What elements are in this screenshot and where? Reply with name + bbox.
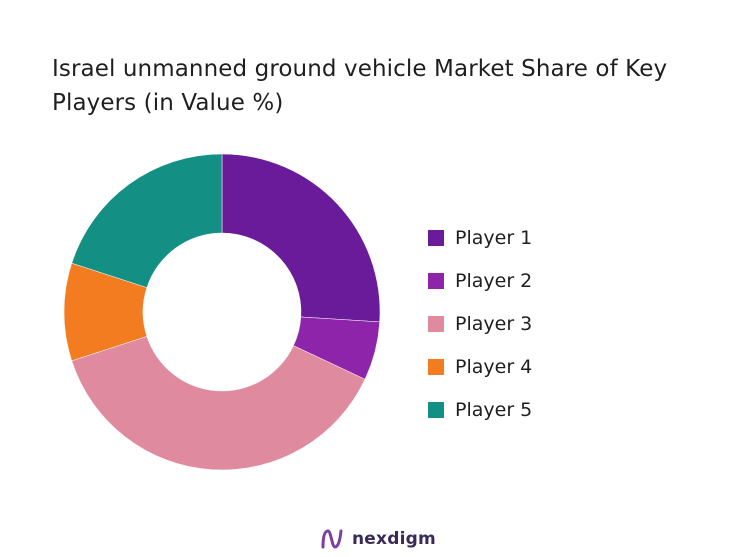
legend-item-player-1: Player 1 [428, 216, 532, 259]
legend-item-player-2: Player 2 [428, 259, 532, 302]
chart-title: Israel unmanned ground vehicle Market Sh… [52, 56, 668, 116]
legend-label: Player 2 [455, 269, 533, 292]
slice-player-5 [71, 153, 223, 288]
brand-name: nexdigm [352, 529, 436, 549]
nexdigm-logo-icon [321, 529, 343, 549]
legend-swatch [428, 358, 444, 375]
legend-label: Player 1 [455, 226, 533, 249]
legend-item-player-5: Player 5 [428, 388, 532, 431]
slice-player-1 [221, 153, 381, 323]
legend: Player 1 Player 2 Player 3 Player 4 Player 5 [428, 216, 532, 431]
legend-swatch [428, 315, 444, 332]
legend-item-player-4: Player 4 [428, 345, 532, 388]
legend-swatch [428, 401, 444, 418]
legend-item-player-3: Player 3 [428, 302, 532, 345]
legend-label: Player 4 [455, 355, 533, 378]
slice-player-3 [71, 336, 366, 471]
legend-swatch [428, 229, 444, 246]
brand-logo: nexdigm [320, 527, 436, 551]
legend-label: Player 5 [455, 398, 533, 421]
legend-label: Player 3 [455, 312, 533, 335]
legend-swatch [428, 272, 444, 289]
